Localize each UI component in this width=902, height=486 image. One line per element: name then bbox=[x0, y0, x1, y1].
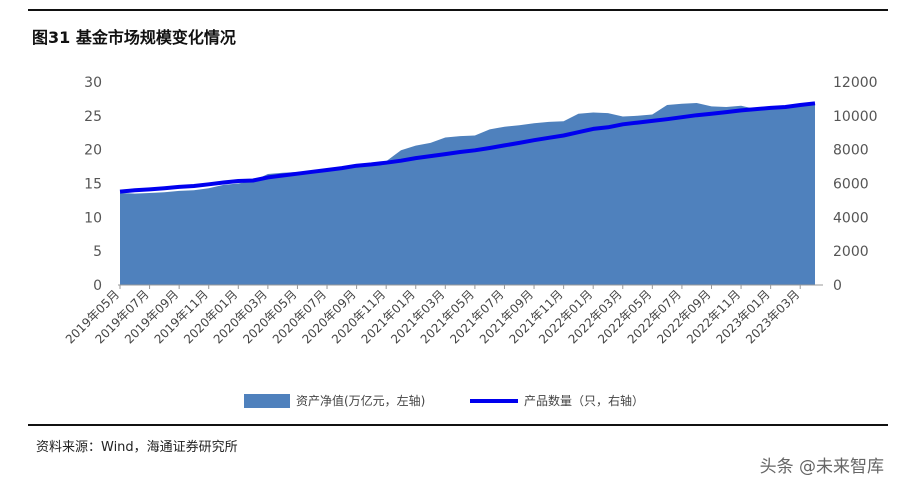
right-tick-label: 4000 bbox=[833, 210, 869, 226]
right-tick-label: 8000 bbox=[833, 143, 869, 159]
right-tick-label: 0 bbox=[833, 278, 842, 294]
left-tick-label: 20 bbox=[84, 143, 102, 159]
left-tick-label: 5 bbox=[93, 244, 102, 260]
right-tick-label: 2000 bbox=[833, 244, 869, 260]
area-layer bbox=[120, 103, 815, 285]
left-tick-label: 25 bbox=[84, 109, 102, 125]
right-tick-label: 10000 bbox=[833, 109, 878, 125]
left-tick-label: 30 bbox=[84, 75, 102, 91]
right-tick-label: 12000 bbox=[833, 75, 878, 91]
series-area-net-assets bbox=[120, 103, 815, 285]
figure-title: 图31 基金市场规模变化情况 bbox=[32, 28, 236, 47]
left-tick-label: 0 bbox=[93, 278, 102, 294]
left-tick-label: 10 bbox=[84, 210, 102, 226]
legend: 资产净值(万亿元，左轴) 产品数量（只，右轴） bbox=[244, 393, 644, 408]
line-layer bbox=[119, 101, 816, 194]
bottom-rule bbox=[28, 424, 888, 426]
chart: 0510152025300200040006000800010000120002… bbox=[63, 75, 878, 408]
legend-swatch-area bbox=[244, 394, 290, 408]
top-rule bbox=[28, 9, 888, 11]
left-tick-label: 15 bbox=[84, 177, 102, 193]
source-note: 资料来源：Wind，海通证券研究所 bbox=[36, 440, 238, 455]
watermark: 头条 @未来智库 bbox=[759, 457, 884, 477]
right-tick-label: 6000 bbox=[833, 177, 869, 193]
series-line-product-count bbox=[119, 101, 816, 194]
legend-label-line: 产品数量（只，右轴） bbox=[524, 393, 644, 408]
legend-label-area: 资产净值(万亿元，左轴) bbox=[296, 393, 425, 408]
